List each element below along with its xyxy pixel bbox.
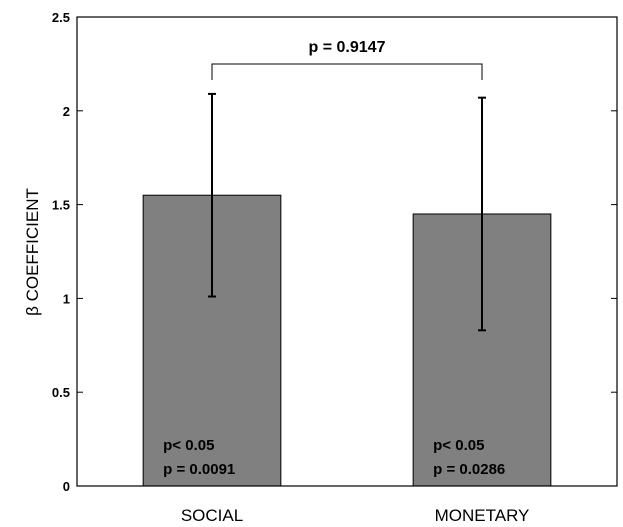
plot-frame <box>76 16 618 487</box>
bar-annotation: p = 0.0286 <box>433 461 505 478</box>
y-axis-label: β COEFFICIENT <box>23 188 42 316</box>
y-tick-label: 0 <box>63 479 70 494</box>
comparison-bracket: p = 0.9147 <box>211 39 483 80</box>
y-axis-ticks: 0 0.5 1 1.5 2 2.5 <box>52 10 617 494</box>
x-category-label: SOCIAL <box>181 506 243 525</box>
bar-annotation: p< 0.05 <box>163 437 214 454</box>
y-tick-label: 1.5 <box>52 198 70 213</box>
y-tick-label: 0.5 <box>52 385 70 400</box>
y-tick-label: 2 <box>63 104 70 119</box>
x-category-label: MONETARY <box>435 506 530 525</box>
y-tick-label: 2.5 <box>52 10 70 25</box>
bracket-label: p = 0.9147 <box>309 39 386 56</box>
bar-annotation: p< 0.05 <box>433 437 484 454</box>
error-bars <box>208 92 486 332</box>
bar-annotation: p = 0.0091 <box>163 461 235 478</box>
y-tick-label: 1 <box>63 291 70 306</box>
bar-annotations: SOCIAL p< 0.05 p = 0.0091 MONETARY p< 0.05 p … <box>163 437 529 525</box>
bracket-line <box>211 63 483 80</box>
